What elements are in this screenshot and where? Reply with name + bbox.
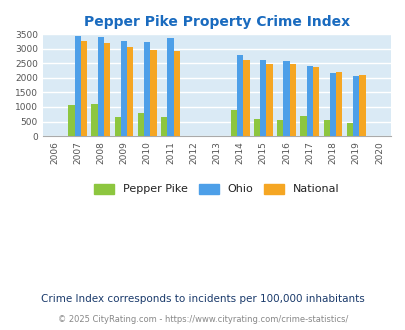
Bar [237, 55, 243, 136]
Bar [346, 123, 352, 136]
Bar [289, 64, 295, 136]
Bar [161, 117, 167, 136]
Bar [243, 60, 249, 136]
Bar [260, 60, 266, 136]
Bar [121, 41, 127, 136]
Bar [300, 116, 306, 136]
Text: © 2025 CityRating.com - https://www.cityrating.com/crime-statistics/: © 2025 CityRating.com - https://www.city… [58, 315, 347, 324]
Bar [98, 37, 104, 136]
Bar [352, 76, 358, 136]
Bar [306, 66, 312, 136]
Title: Pepper Pike Property Crime Index: Pepper Pike Property Crime Index [84, 15, 349, 29]
Bar [81, 41, 87, 136]
Bar [127, 47, 133, 136]
Bar [68, 105, 75, 136]
Bar [323, 120, 329, 136]
Bar [312, 67, 318, 136]
Bar [358, 75, 364, 136]
Bar [253, 118, 260, 136]
Text: Crime Index corresponds to incidents per 100,000 inhabitants: Crime Index corresponds to incidents per… [41, 294, 364, 304]
Legend: Pepper Pike, Ohio, National: Pepper Pike, Ohio, National [90, 180, 343, 198]
Bar [277, 120, 283, 136]
Bar [75, 36, 81, 136]
Bar [114, 117, 121, 136]
Bar [167, 38, 173, 136]
Bar [144, 42, 150, 136]
Bar [173, 51, 179, 136]
Bar [230, 111, 237, 136]
Bar [329, 73, 335, 136]
Bar [91, 104, 98, 136]
Bar [283, 61, 289, 136]
Bar [335, 72, 341, 136]
Bar [266, 64, 272, 136]
Bar [150, 50, 156, 136]
Bar [138, 113, 144, 136]
Bar [104, 43, 110, 136]
